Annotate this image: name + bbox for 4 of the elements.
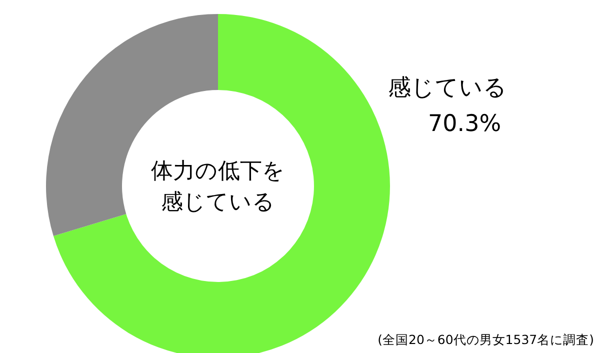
slice-label: 感じている (388, 74, 507, 103)
text: 体力の低下を感じている (150, 158, 286, 217)
data-label: 70.3% (427, 110, 502, 139)
text: (全国20～60代の男女1537名に調査) (378, 332, 594, 349)
